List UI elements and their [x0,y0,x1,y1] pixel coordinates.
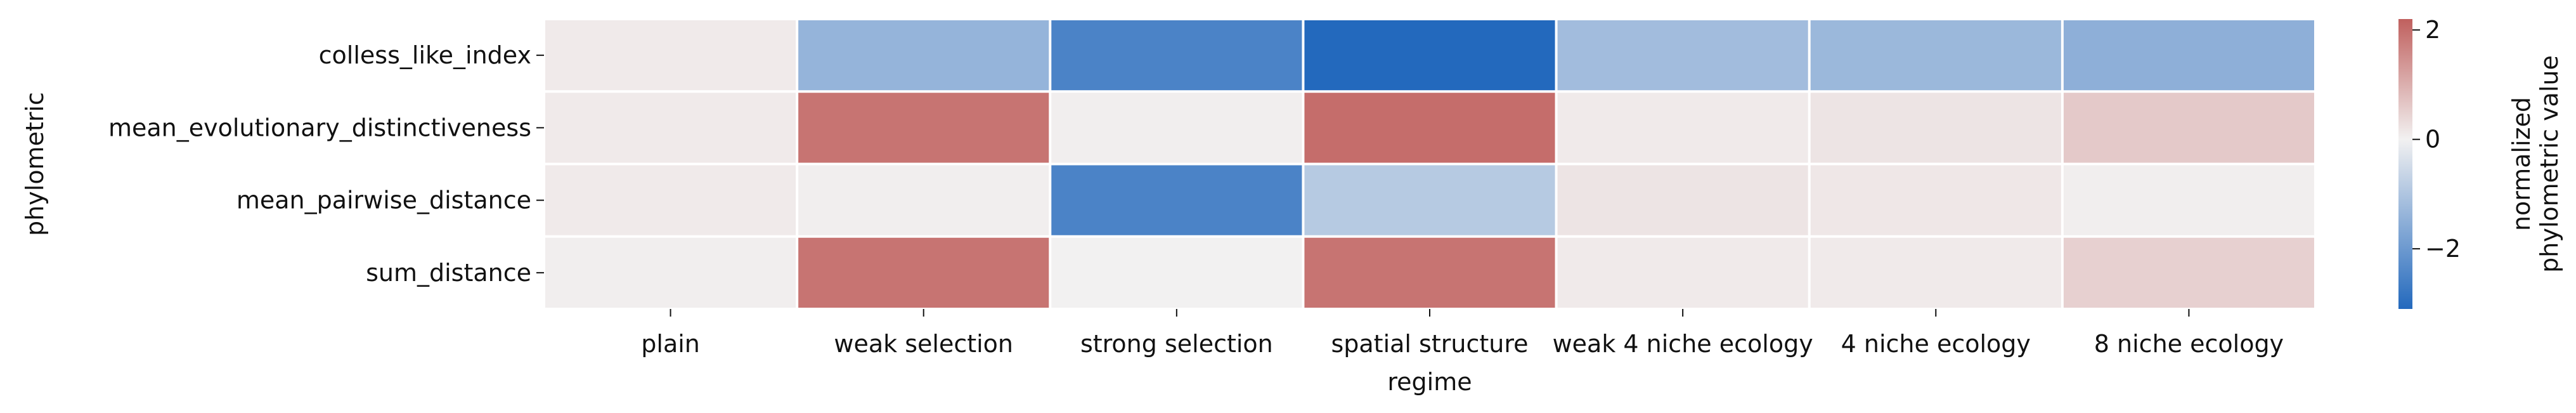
heatmap-cell [798,93,1049,163]
y-tick-label: mean_evolutionary_distinctiveness [108,114,531,141]
heatmap-cell [2063,237,2314,308]
x-tick-label: 4 niche ecology [1841,330,2031,358]
colorbar-ticks: −2 0 2 [2412,16,2461,263]
y-tick-label: sum_distance [366,259,531,287]
heatmap-cell [2063,20,2314,91]
colorbar-tick-label: 0 [2425,126,2440,154]
heatmap-cell [1810,237,2061,308]
heatmap-cell [1304,237,1555,308]
colorbar-tick-label: 2 [2425,16,2440,44]
x-tick-label: weak selection [834,330,1013,358]
heatmap-cell [798,237,1049,308]
colorbar-label-line-2: phylometric value [2535,55,2563,273]
heatmap-cell [2063,93,2314,163]
heatmap-cell [545,237,796,308]
x-axis-label: regime [1387,368,1472,396]
heatmap-cell [2063,165,2314,235]
heatmap-cell [1557,20,1808,91]
heatmap-cell [1051,93,1302,163]
y-axis: colless_like_index mean_evolutionary_dist… [108,41,544,287]
heatmap-cell [1051,165,1302,235]
heatmap-cell [1304,20,1555,91]
heatmap-cell [1557,93,1808,163]
heatmap-cell [1557,237,1808,308]
heatmap-cell [798,165,1049,235]
heatmap-cell [1304,93,1555,163]
x-tick-label: weak 4 niche ecology [1553,330,1813,358]
heatmap-cell [1557,165,1808,235]
heatmap-cell [1051,20,1302,91]
y-axis-label: phylometric [21,92,49,236]
heatmap-cell [545,20,796,91]
heatmap-cell [1810,20,2061,91]
heatmap-cell [1810,93,2061,163]
x-tick-label: strong selection [1080,330,1273,358]
colorbar [2398,19,2412,309]
heatmap-cell [1810,165,2061,235]
heatmap-cells [545,20,2314,308]
x-tick-label: 8 niche ecology [2094,330,2284,358]
colorbar-label-line-1: normalized [2508,97,2535,231]
heatmap-cell [1051,237,1302,308]
x-axis: plain weak selection strong selection spati… [641,309,2284,358]
heatmap-cell [1304,165,1555,235]
heatmap-cell [545,93,796,163]
y-tick-label: mean_pairwise_distance [236,187,531,214]
colorbar-tick-label: −2 [2425,235,2461,263]
x-tick-label: spatial structure [1331,330,1528,358]
x-tick-label: plain [641,330,700,358]
heatmap-cell [545,165,796,235]
y-tick-label: colless_like_index [319,41,531,69]
heatmap-cell [798,20,1049,91]
